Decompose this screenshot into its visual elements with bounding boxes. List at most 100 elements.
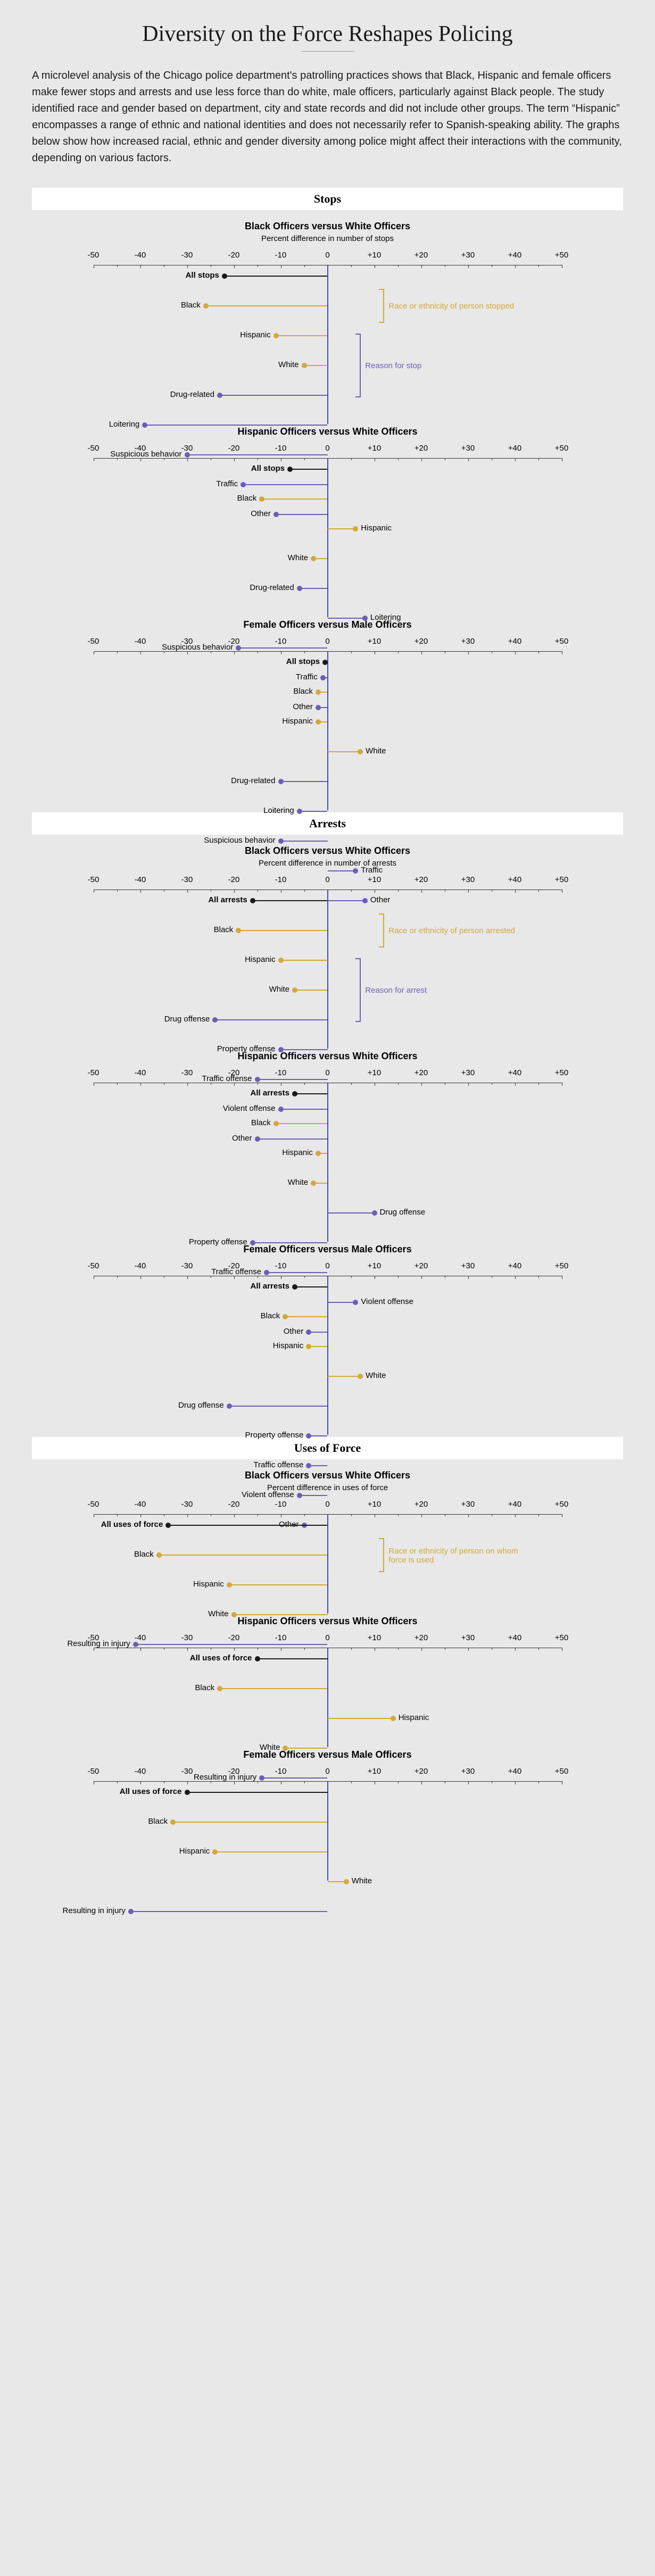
chart-row: Drug-related: [94, 774, 562, 789]
axis-tick-label: +40: [508, 1261, 521, 1270]
row-label: White: [208, 1609, 228, 1618]
chart-row: White: [94, 1176, 562, 1191]
dot: [344, 1879, 349, 1884]
axis-tick-label: -40: [135, 1261, 146, 1270]
axis-tick-label: -10: [275, 444, 287, 453]
row-label: Drug offense: [164, 1015, 210, 1024]
dot: [212, 1849, 218, 1855]
row-label: Hispanic: [361, 523, 392, 533]
axis-tick-label: -50: [88, 1068, 100, 1077]
row-label: Resulting in injury: [63, 1906, 126, 1915]
bar: [281, 781, 328, 782]
chart-row: Hispanic: [94, 521, 562, 536]
bar: [225, 276, 328, 277]
chart-axis: -50-40-30-20-100+10+20+30+40+50: [94, 1064, 562, 1083]
annotation-bracket: [355, 334, 361, 397]
annotation-text: Race or ethnicity of person on whom forc…: [388, 1547, 527, 1565]
chart-rows: All uses of forceBlackHispanicWhiteResul…: [94, 1648, 562, 1728]
chart-rows: All stopsBlackHispanicWhiteDrug-relatedL…: [94, 265, 562, 405]
dot: [283, 1746, 288, 1751]
chart-row: All uses of force: [94, 1518, 562, 1533]
annotation-text: Reason for arrest: [365, 986, 427, 995]
chart-row: Hispanic: [94, 1711, 562, 1726]
dot: [156, 1552, 162, 1558]
row-label: Hispanic: [282, 1148, 313, 1157]
axis-tick-label: -20: [228, 637, 240, 646]
chart-rows: All stopsBlackHispanicWhiteDrug-relatedL…: [94, 652, 562, 791]
row-label: Loitering: [109, 420, 140, 429]
axis-tick-label: -40: [135, 1633, 146, 1642]
bar: [168, 1525, 327, 1526]
chart-row: All stops: [94, 462, 562, 477]
dot: [250, 1240, 255, 1245]
dot: [273, 1121, 279, 1126]
bar: [281, 1049, 328, 1050]
chart-axis: -50-40-30-20-100+10+20+30+40+50: [94, 871, 562, 890]
dot: [311, 556, 316, 561]
bar: [238, 930, 327, 931]
chart-row: Black: [94, 1309, 562, 1324]
dot: [203, 303, 209, 309]
axis-tick-label: +40: [508, 1500, 521, 1509]
axis-tick-label: -10: [275, 1068, 287, 1077]
bar: [173, 1822, 327, 1823]
axis-tick-label: -30: [181, 1261, 193, 1270]
chart-title: Black Officers versus White Officers: [32, 221, 623, 232]
axis-tick-label: -20: [228, 1633, 240, 1642]
axis-tick-label: +30: [461, 1633, 475, 1642]
row-label: Hispanic: [245, 955, 276, 964]
axis-tick-label: +50: [555, 251, 568, 260]
bar: [276, 335, 328, 336]
axis-tick-label: -20: [228, 444, 240, 453]
chart-row: All arrests: [94, 1086, 562, 1101]
bar: [309, 1435, 327, 1436]
bar: [253, 900, 328, 901]
chart-row: Traffic offense: [94, 1458, 562, 1473]
dot: [185, 1790, 190, 1795]
dot: [259, 496, 264, 502]
dot: [236, 928, 241, 933]
dot: [231, 1612, 237, 1617]
chart-axis: -50-40-30-20-100+10+20+30+40+50: [94, 246, 562, 265]
axis-tick-label: -40: [135, 1068, 146, 1077]
chart-area: -50-40-30-20-100+10+20+30+40+50All uses …: [94, 1763, 562, 1862]
axis-tick-label: +30: [461, 1767, 475, 1776]
axis-tick-label: -20: [228, 1068, 240, 1077]
row-label: All uses of force: [120, 1787, 182, 1796]
chart-rows: All uses of forceBlackHispanicWhiteResul…: [94, 1515, 562, 1594]
dot: [316, 1151, 321, 1156]
dot: [217, 1686, 222, 1691]
chart-row: All stops: [94, 269, 562, 284]
axis-tick-label: +50: [555, 875, 568, 884]
dot: [306, 1463, 311, 1468]
axis-tick-label: +20: [414, 1767, 428, 1776]
axis-tick-label: -40: [135, 1767, 146, 1776]
row-label: All arrests: [251, 1088, 289, 1098]
axis-tick-label: +40: [508, 1068, 521, 1077]
bar: [295, 990, 328, 991]
chart-row: Loitering: [94, 418, 562, 433]
row-label: Suspicious behavior: [204, 836, 275, 845]
row-label: Hispanic: [273, 1341, 304, 1350]
row-label: Property offense: [189, 1237, 247, 1247]
bar: [309, 1465, 327, 1466]
dot: [227, 1582, 232, 1588]
axis-tick-label: +40: [508, 875, 521, 884]
dot: [292, 1284, 297, 1290]
annotation-text: Race or ethnicity of person stopped: [388, 302, 514, 311]
row-label: Traffic offense: [253, 1460, 303, 1469]
chart-rows: All arrestsBlackHispanicWhiteDrug offens…: [94, 1083, 562, 1223]
dot: [278, 1047, 284, 1052]
chart-row: Black: [94, 1681, 562, 1696]
chart-row: White: [94, 744, 562, 759]
axis-tick-label: 0: [325, 251, 329, 260]
axis-tick-label: +10: [368, 1500, 381, 1509]
axis-tick-label: +10: [368, 1767, 381, 1776]
row-label: Property offense: [217, 1044, 276, 1053]
axis-tick-label: -50: [88, 637, 100, 646]
chart-row: Drug offense: [94, 1399, 562, 1414]
axis-tick-label: -20: [228, 875, 240, 884]
page-title: Diversity on the Force Reshapes Policing: [32, 21, 623, 47]
dot: [227, 1403, 232, 1409]
row-label: Drug-related: [250, 583, 294, 592]
